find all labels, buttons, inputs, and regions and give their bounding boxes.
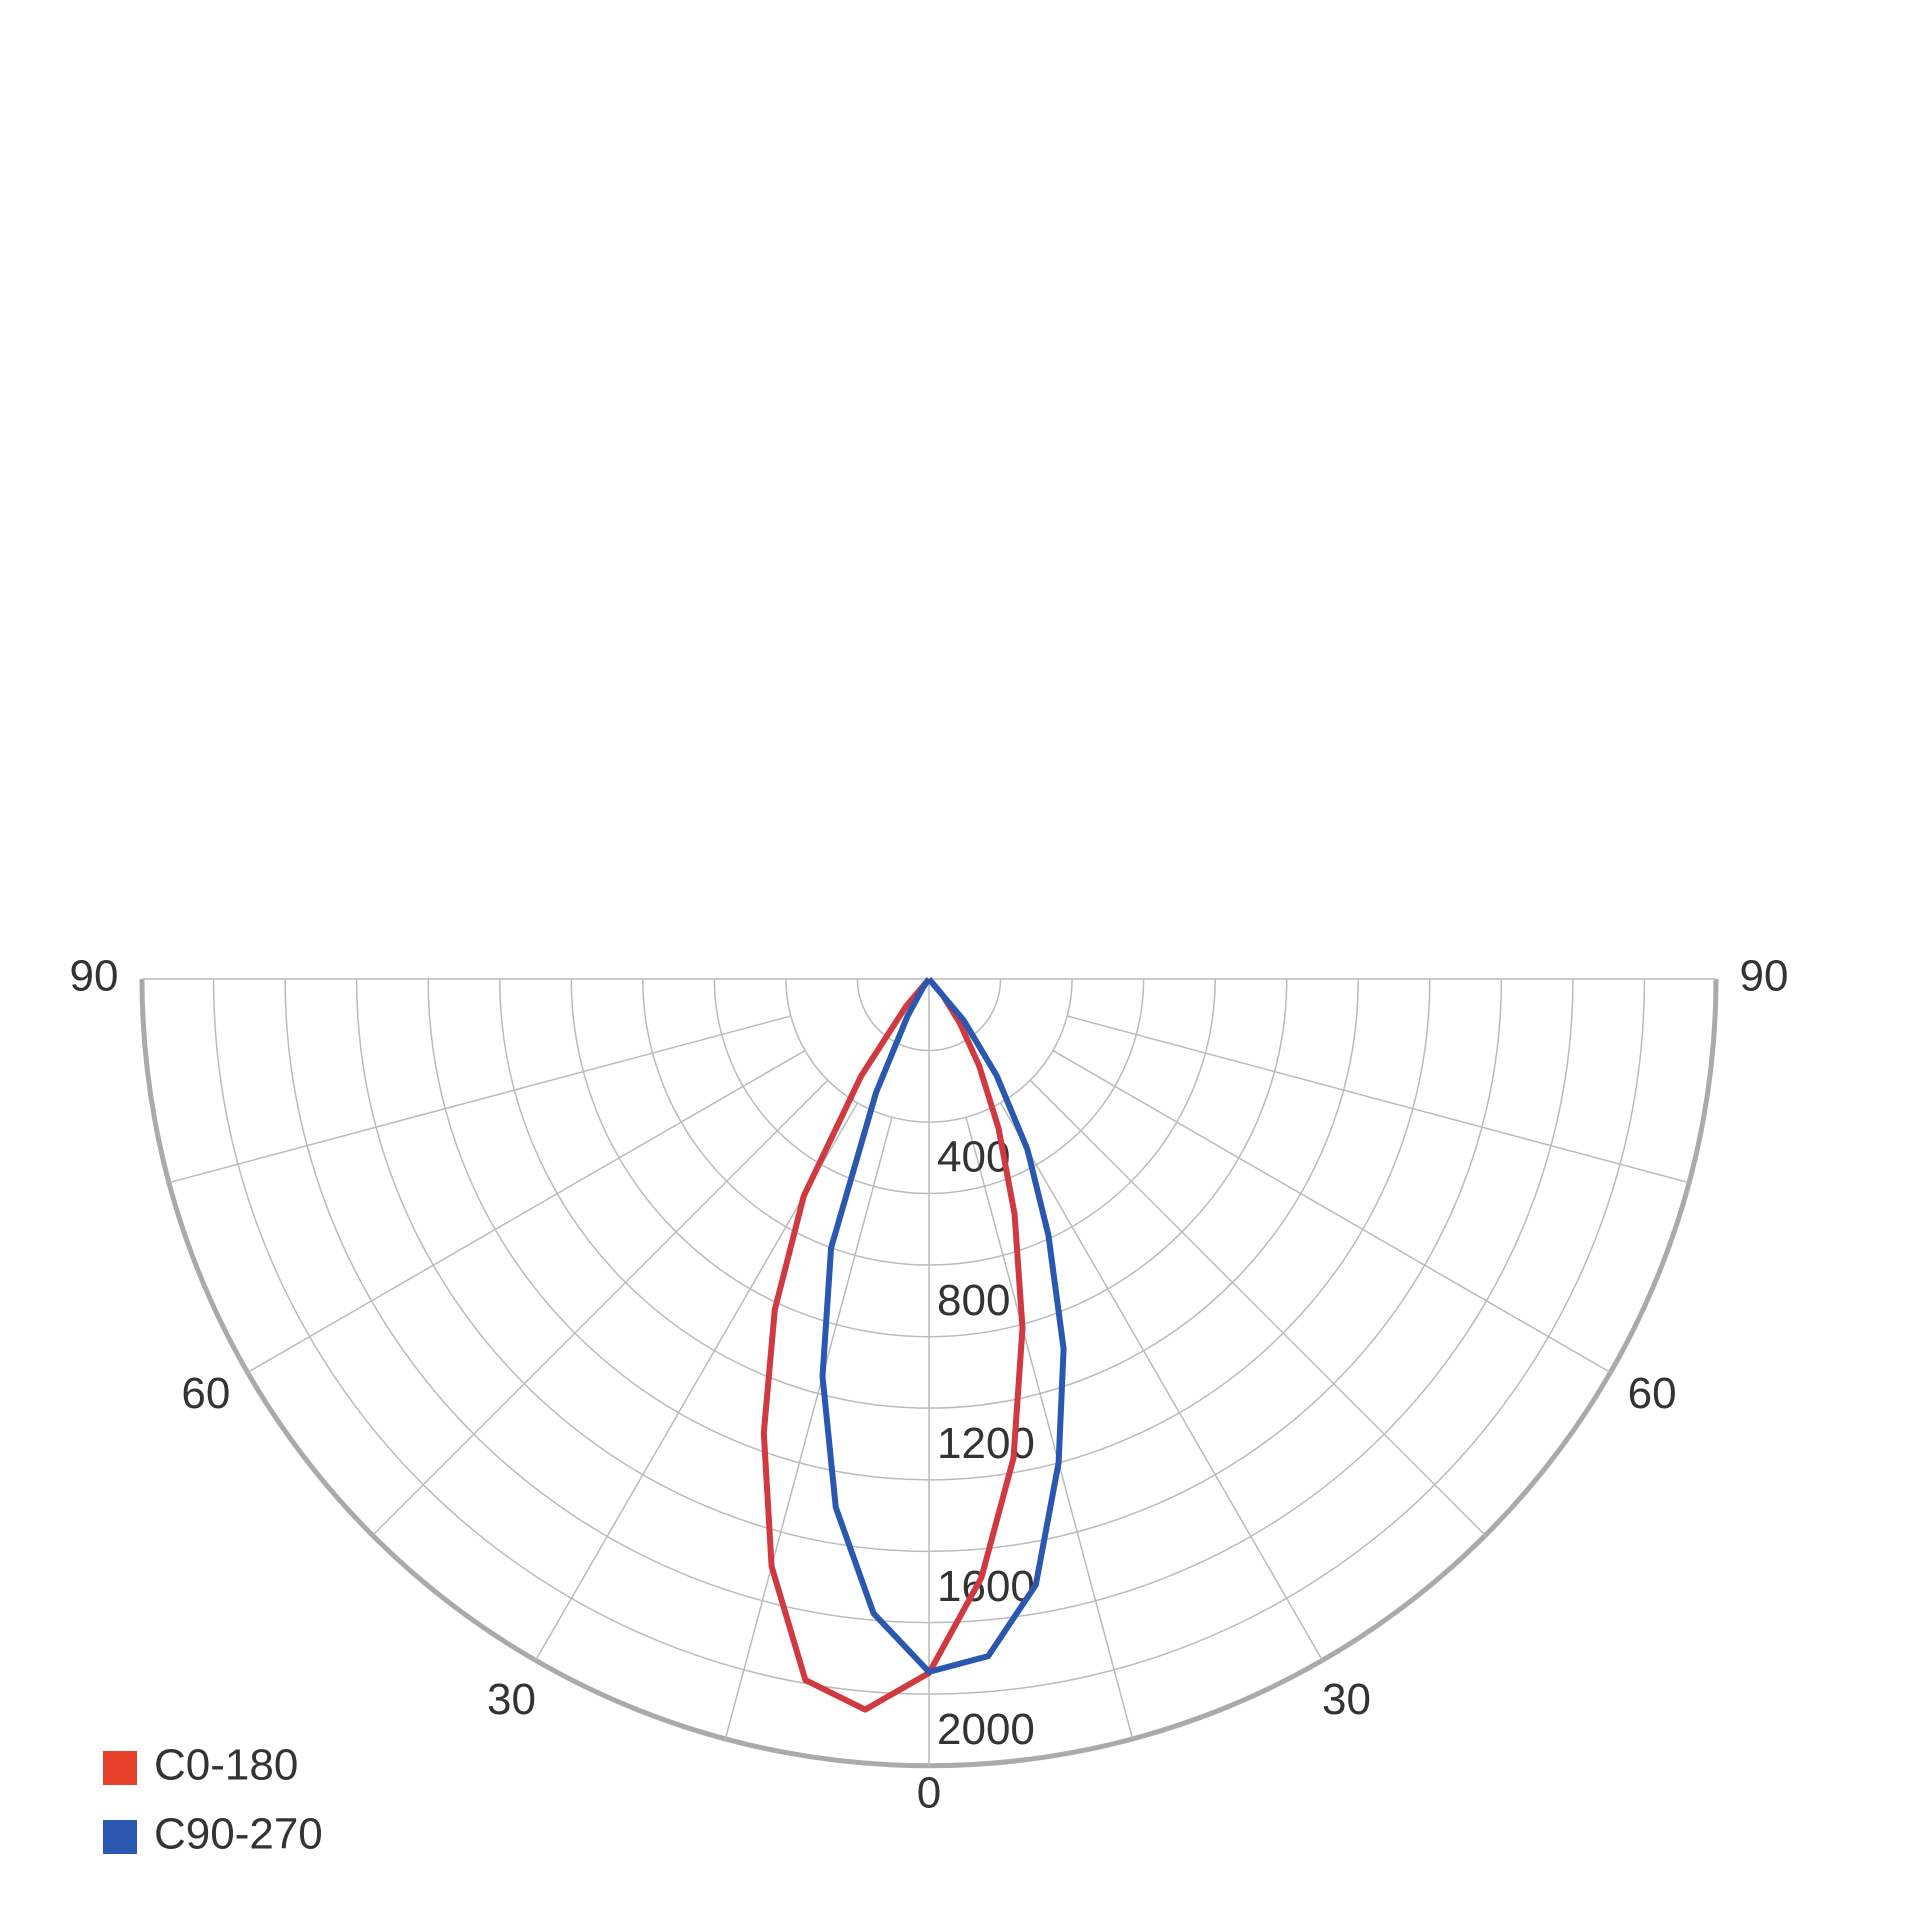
grid-spoke xyxy=(247,1049,806,1374)
legend-swatch xyxy=(103,1751,137,1785)
r-tick-label: 2000 xyxy=(937,1705,1035,1754)
grid-spoke xyxy=(1029,1079,1487,1537)
grid-spoke xyxy=(1052,1049,1611,1374)
grid-spoke xyxy=(965,1117,1134,1740)
legend-swatch xyxy=(103,1820,137,1854)
series-line xyxy=(819,977,1067,1675)
angle-tick-label: 0 xyxy=(917,1769,941,1818)
angle-tick-label: 90 xyxy=(1740,952,1789,1001)
legend-label: C90-270 xyxy=(154,1810,323,1859)
angle-tick-label: 30 xyxy=(1322,1675,1371,1724)
angle-tick-label: 90 xyxy=(70,952,119,1001)
r-tick-label: 1200 xyxy=(937,1419,1035,1468)
grid-spoke xyxy=(999,1102,1324,1661)
angle-tick-label: 60 xyxy=(1628,1369,1677,1418)
legend-label: C0-180 xyxy=(154,1741,298,1790)
angle-tick-label: 30 xyxy=(487,1675,536,1724)
angle-tick-label: 60 xyxy=(181,1369,230,1418)
grid-spoke xyxy=(1067,1015,1690,1184)
grid-spoke xyxy=(724,1117,893,1740)
grid-spoke xyxy=(168,1015,791,1184)
grid-spoke xyxy=(371,1079,829,1537)
r-tick-label: 800 xyxy=(937,1276,1010,1325)
